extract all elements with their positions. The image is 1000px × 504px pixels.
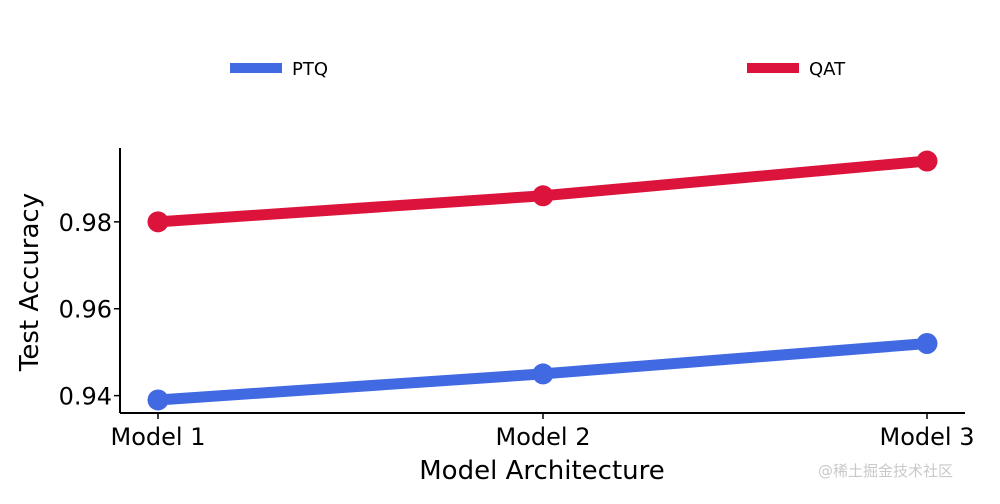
axes: 0.94 0.96 0.98 Model 1 Model 2 Model 3 [59, 148, 975, 451]
watermark-text: @稀土掘金技术社区 [818, 462, 954, 480]
legend: PTQ QAT [230, 59, 846, 80]
series-layer [147, 150, 938, 411]
data-point-qat [147, 211, 169, 233]
data-point-ptq [532, 363, 554, 385]
x-tick-label: Model 2 [496, 423, 591, 451]
x-axis-label: Model Architecture [419, 456, 665, 486]
y-tick-label: 0.96 [59, 296, 112, 324]
data-point-qat [532, 185, 554, 207]
data-point-ptq [916, 332, 938, 354]
legend-label-ptq: PTQ [292, 59, 328, 80]
legend-label-qat: QAT [809, 59, 846, 80]
x-tick-label: Model 3 [880, 423, 975, 451]
data-point-ptq [147, 389, 169, 411]
data-point-qat [916, 150, 938, 172]
x-tick-label: Model 1 [111, 423, 206, 451]
y-tick-label: 0.98 [59, 209, 112, 237]
y-tick-label: 0.94 [59, 383, 112, 411]
y-axis-label: Test Accuracy [15, 193, 45, 372]
